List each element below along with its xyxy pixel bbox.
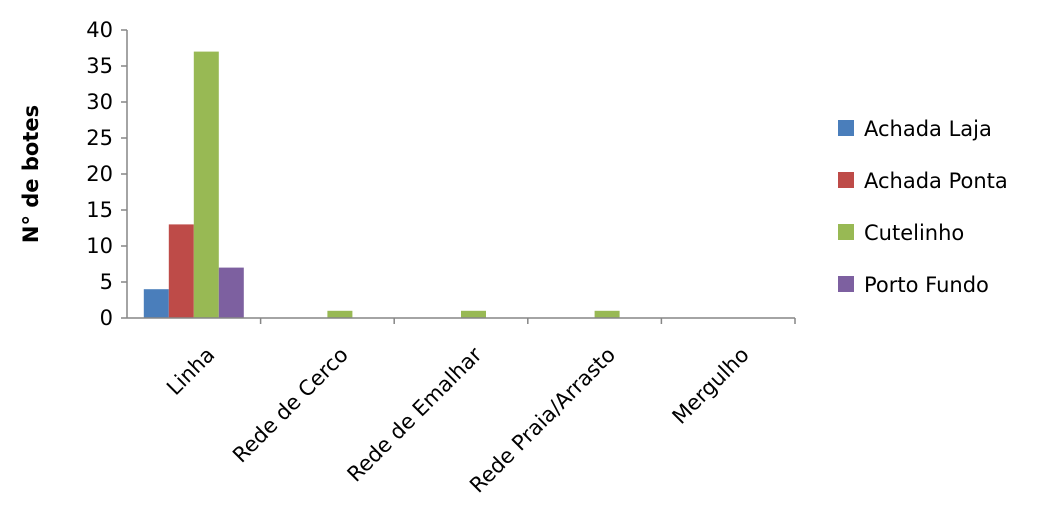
y-tick-label: 30 (86, 90, 113, 114)
y-tick-label: 20 (86, 162, 113, 186)
bar-cutelinho-0 (193, 51, 219, 318)
y-tick-label: 10 (86, 234, 113, 258)
y-axis-ticks: 0 5 10 15 20 25 30 35 40 (86, 18, 127, 330)
y-tick-label: 25 (86, 126, 113, 150)
legend-label: Porto Fundo (864, 273, 989, 297)
y-axis-title: N° de botes (19, 105, 43, 243)
bar-porto-fundo-0 (218, 267, 244, 318)
bar-cutelinho-3 (594, 310, 620, 318)
legend-swatch (838, 120, 854, 136)
bar-achada-laja-0 (143, 289, 169, 318)
y-tick-label: 5 (100, 270, 113, 294)
x-category-label: Rede Praia/Arrasto (465, 343, 620, 498)
y-tick-label: 40 (86, 18, 113, 42)
legend-swatch (838, 276, 854, 292)
x-category-label: Rede de Emalhar (343, 342, 487, 486)
y-tick-label: 0 (100, 306, 113, 330)
plot-area (143, 51, 620, 318)
legend-swatch (838, 224, 854, 240)
y-tick-label: 35 (86, 54, 113, 78)
legend-swatch (838, 172, 854, 188)
y-tick-label: 15 (86, 198, 113, 222)
legend-label: Achada Laja (864, 117, 992, 141)
legend-label: Achada Ponta (864, 169, 1008, 193)
legend-label: Cutelinho (864, 221, 964, 245)
legend: Achada Laja Achada Ponta Cutelinho Porto Fu… (838, 117, 1008, 297)
x-category-label: Rede de Cerco (228, 343, 353, 468)
bar-achada-ponta-0 (168, 224, 194, 318)
x-category-label: Mergulho (668, 343, 754, 429)
x-category-label: Linha (162, 343, 219, 400)
bar-cutelinho-2 (461, 310, 486, 318)
bar-cutelinho-1 (327, 310, 353, 318)
